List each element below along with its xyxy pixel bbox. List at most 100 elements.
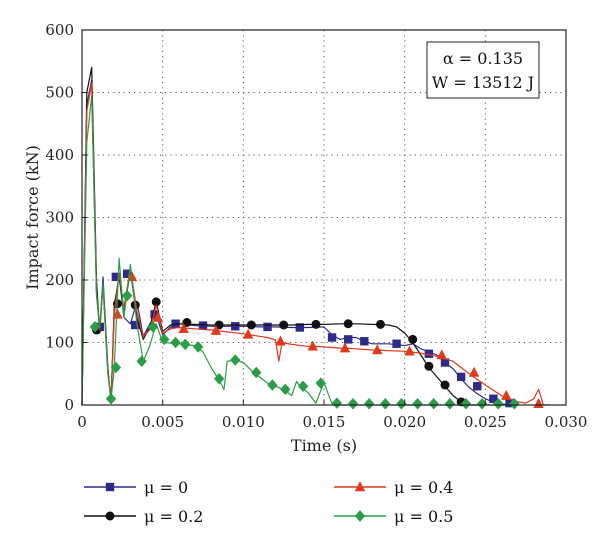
data-point-mu-0 [198,321,208,330]
data-point-mu-0 [150,310,159,319]
data-point-mu-0-5 [110,361,122,374]
data-point-mu-0-5 [105,393,117,405]
data-point-mu-0-5 [147,321,159,333]
legend-label-mu-0: μ = 0 [144,478,188,497]
data-point-mu-0 [263,322,272,332]
x-tick-label: 0 [77,413,87,431]
data-point-mu-0-4 [436,349,447,360]
legend-marker-mu-0-2 [105,511,115,521]
data-point-mu-0 [131,320,140,330]
data-point-mu-0-5 [331,397,343,409]
data-point-mu-0-4 [242,328,254,339]
data-point-mu-0-4 [404,345,415,356]
data-point-mu-0-5 [280,383,291,396]
data-point-mu-0-4 [112,308,123,319]
data-point-mu-0-5 [89,321,101,333]
data-point-mu-0-5 [230,354,241,366]
data-point-mu-0-2 [151,297,161,307]
legend-item-mu-0: μ = 0 [84,478,188,497]
data-point-mu-0-5 [121,289,133,302]
data-point-mu-0-2 [343,319,353,329]
data-point-mu-0-5 [444,398,456,410]
legend-marker-mu-0-4 [354,481,366,492]
data-point-mu-0-5 [251,366,262,379]
legend-item-mu-0-4: μ = 0.4 [334,478,453,497]
y-axis-label: Impact force (kN) [23,145,42,290]
data-point-mu-0-5 [476,398,488,410]
series-line-mu-0-5 [81,95,518,406]
x-tick-label: 0.020 [383,413,426,431]
y-tick-label: 0 [64,396,74,414]
data-point-mu-0-5 [460,398,472,410]
y-tick-label: 300 [45,209,74,227]
data-point-mu-0-5 [297,380,309,392]
y-tick-label: 600 [45,21,74,39]
data-point-mu-0 [231,322,240,331]
legend-item-mu-0-2: μ = 0.2 [84,507,203,526]
data-point-mu-0-4 [152,311,164,322]
data-point-mu-0-4 [178,323,189,333]
x-tick-label: 0.005 [141,413,184,431]
annotation-box [426,41,540,99]
legend: μ = 0 μ = 0.2 μ = 0.4 μ = 0.5 [84,478,453,526]
data-point-mu-0-2 [246,320,256,330]
data-point-mu-0 [505,398,514,408]
data-point-mu-0-5 [363,398,375,410]
data-point-mu-0-5 [180,338,191,351]
y-tick-label: 100 [45,334,74,352]
data-point-mu-0-5 [412,398,423,410]
x-tick-label: 0.030 [545,413,588,431]
data-point-mu-0-5 [509,398,520,410]
data-point-mu-0-2 [408,334,418,344]
data-point-mu-0-4 [307,340,318,351]
data-point-mu-0-5 [493,398,504,410]
data-point-mu-0-5 [380,398,391,410]
data-point-mu-0-4 [468,366,480,377]
legend-label-mu-0-4: μ = 0.4 [394,478,453,497]
data-point-mu-0-5 [396,398,407,410]
data-point-mu-0 [473,382,482,391]
legend-label-mu-0-5: μ = 0.5 [394,507,453,526]
data-point-mu-0 [392,339,401,348]
data-point-mu-0-5 [428,398,439,410]
data-point-mu-0-2 [424,361,434,371]
data-point-mu-0-5 [315,377,326,389]
data-point-mu-0-2 [375,319,385,329]
data-point-mu-0 [111,272,121,282]
series-mu-0-4 [81,82,550,408]
data-point-mu-0 [327,333,337,342]
series-mu-0 [81,79,518,408]
data-point-mu-0-2 [279,320,289,330]
y-tick-label: 200 [45,271,74,289]
data-point-mu-0-2 [182,318,192,327]
data-point-mu-0-4 [339,342,351,353]
data-point-mu-0 [295,323,304,332]
data-point-mu-0-5 [192,341,204,353]
x-tick-label: 0.025 [464,413,507,431]
data-point-mu-0-2 [440,380,450,390]
x-axis-ticks: 0 0.005 0.010 0.015 0.020 0.025 0.030 [77,400,587,431]
data-point-mu-0-4 [210,324,222,335]
y-tick-label: 400 [45,146,74,164]
x-tick-label: 0.010 [222,413,265,431]
data-point-mu-0 [344,335,353,344]
data-point-mu-0-5 [159,333,170,346]
y-axis-ticks: 0 100 200 300 400 500 600 [45,21,87,414]
data-point-mu-0-2 [311,319,321,329]
annotation-alpha: α = 0.135 [443,49,523,68]
y-tick-label: 500 [45,84,74,102]
data-point-mu-0-4 [501,389,512,400]
annotation-energy: W = 13512 J [432,73,534,92]
legend-label-mu-0-2: μ = 0.2 [144,507,203,526]
parameter-annotation: α = 0.135 W = 13512 J [426,41,540,99]
data-point-mu-0-4 [372,344,383,355]
legend-marker-mu-0-5 [354,510,366,522]
series-layer [81,66,550,410]
data-point-mu-0-5 [136,355,147,367]
data-point-mu-0-5 [213,373,225,385]
data-point-mu-0 [122,269,132,278]
data-point-mu-0-5 [170,336,181,349]
data-point-mu-0-5 [347,398,359,410]
data-point-mu-0 [424,349,434,358]
